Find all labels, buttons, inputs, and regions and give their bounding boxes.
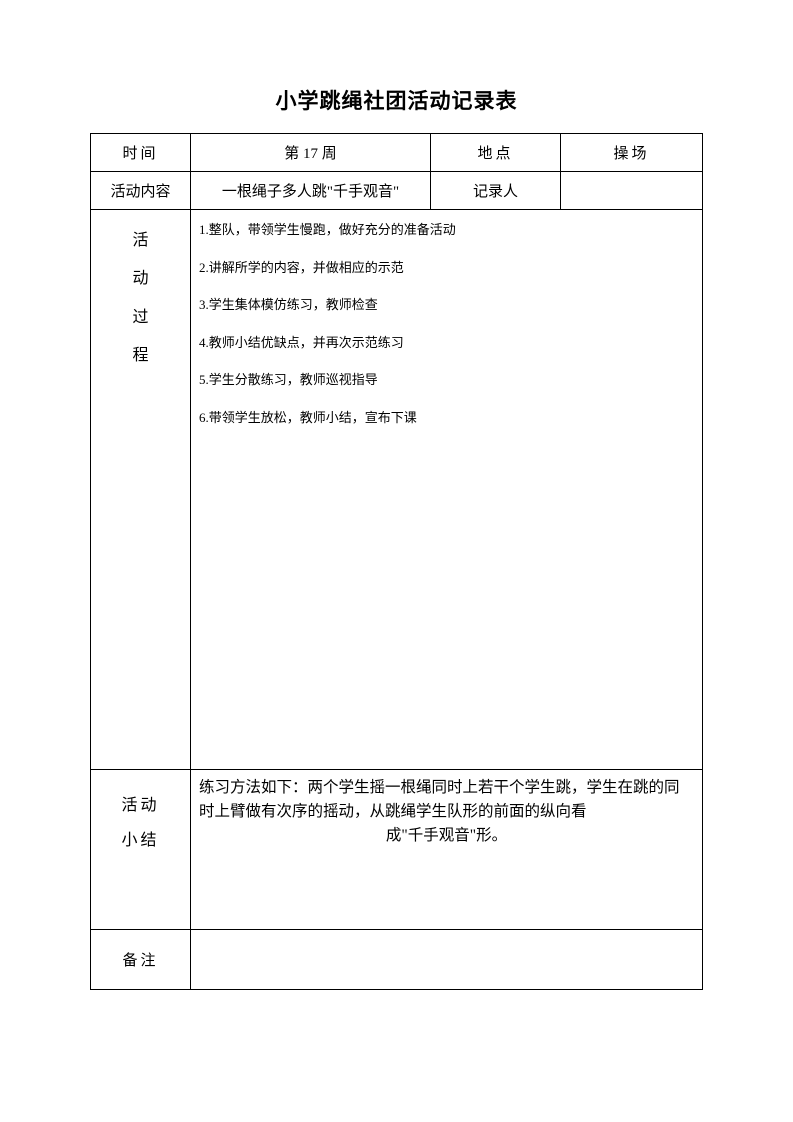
time-label: 时间 [91, 134, 191, 172]
summary-label: 活动 小结 [91, 770, 191, 930]
process-label-char: 活 [91, 222, 190, 260]
process-content: 1.整队，带领学生慢跑，做好充分的准备活动 2.讲解所学的内容，并做相应的示范 … [191, 210, 703, 770]
summary-text: 成"千手观音"形。 [199, 824, 694, 848]
place-value: 操场 [561, 134, 703, 172]
record-table: 时间 第 17 周 地点 操场 活动内容 一根绳子多人跳"千手观音" 记录人 活… [90, 133, 703, 990]
process-step: 3.学生集体模仿练习，教师检查 [199, 295, 694, 315]
summary-label-line: 活动 [91, 788, 190, 823]
process-label: 活 动 过 程 [91, 210, 191, 770]
table-row: 时间 第 17 周 地点 操场 [91, 134, 703, 172]
process-step: 2.讲解所学的内容，并做相应的示范 [199, 258, 694, 278]
recorder-value [561, 172, 703, 210]
process-label-char: 动 [91, 260, 190, 298]
process-label-char: 程 [91, 337, 190, 375]
recorder-label: 记录人 [431, 172, 561, 210]
remark-value [191, 930, 703, 990]
process-step: 6.带领学生放松，教师小结，宣布下课 [199, 408, 694, 428]
content-label: 活动内容 [91, 172, 191, 210]
content-value: 一根绳子多人跳"千手观音" [191, 172, 431, 210]
table-row: 活动 小结 练习方法如下：两个学生摇一根绳同时上若干个学生跳，学生在跳的同时上臂… [91, 770, 703, 930]
summary-content: 练习方法如下：两个学生摇一根绳同时上若干个学生跳，学生在跳的同时上臂做有次序的摇… [191, 770, 703, 930]
table-row: 备注 [91, 930, 703, 990]
process-label-char: 过 [91, 299, 190, 337]
process-step: 4.教师小结优缺点，并再次示范练习 [199, 333, 694, 353]
table-row: 活 动 过 程 1.整队，带领学生慢跑，做好充分的准备活动 2.讲解所学的内容，… [91, 210, 703, 770]
remark-label: 备注 [91, 930, 191, 990]
place-label: 地点 [431, 134, 561, 172]
process-step: 1.整队，带领学生慢跑，做好充分的准备活动 [199, 220, 694, 240]
summary-text: 练习方法如下：两个学生摇一根绳同时上若干个学生跳，学生在跳的同时上臂做有次序的摇… [199, 779, 680, 820]
summary-label-line: 小结 [91, 823, 190, 858]
page-title: 小学跳绳社团活动记录表 [90, 85, 703, 115]
time-value: 第 17 周 [191, 134, 431, 172]
process-step: 5.学生分散练习，教师巡视指导 [199, 370, 694, 390]
table-row: 活动内容 一根绳子多人跳"千手观音" 记录人 [91, 172, 703, 210]
